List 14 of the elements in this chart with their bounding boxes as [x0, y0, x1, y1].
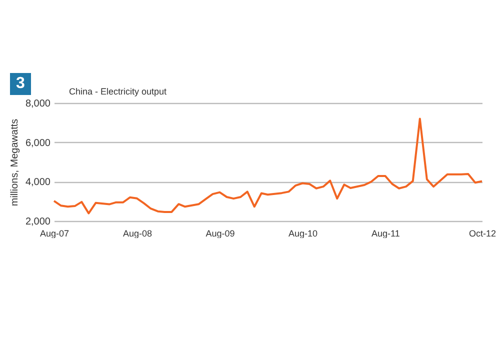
- x-tick-label: Aug-07: [40, 228, 70, 238]
- x-tick-label: Oct-12: [468, 228, 496, 238]
- y-axis-title: millions, Megawatts: [9, 118, 20, 206]
- y-tick-label: 2,000: [25, 216, 51, 228]
- x-tick-label: Aug-11: [372, 228, 400, 238]
- x-tick-label: Aug-08: [122, 228, 152, 238]
- y-tick-label: 8,000: [25, 98, 51, 110]
- line-series: [53, 118, 483, 214]
- text: China - Electricity output: [69, 86, 168, 96]
- text: 3: [10, 73, 31, 95]
- x-tick-label: Aug-09: [206, 228, 235, 238]
- y-tick-label: 6,000: [25, 138, 51, 149]
- x-tick-label: Aug-10: [288, 228, 318, 238]
- y-tick-label: 4,000: [25, 177, 51, 188]
